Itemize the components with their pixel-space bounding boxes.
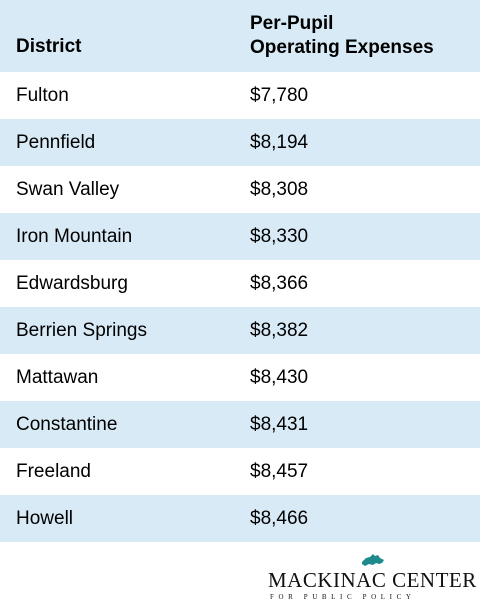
table-row: Pennfield $8,194: [0, 119, 480, 166]
table-row: Constantine $8,431: [0, 401, 480, 448]
district-cell: Mattawan: [16, 367, 99, 388]
michigan-map-icon: [362, 554, 384, 566]
mackinac-center-logo: MACKINAC CENTER FOR PUBLIC POLICY: [268, 552, 480, 601]
header-district: District: [16, 36, 82, 57]
table-row: Berrien Springs $8,382: [0, 307, 480, 354]
logo-subtitle: FOR PUBLIC POLICY: [270, 593, 416, 601]
expense-cell: $8,466: [250, 508, 309, 529]
district-cell: Edwardsburg: [16, 273, 128, 294]
table-header: District Per-Pupil Operating Expenses: [0, 0, 480, 72]
district-cell: Pennfield: [16, 132, 96, 153]
expense-cell: $8,330: [250, 226, 309, 247]
logo-name: MACKINAC CENTER: [268, 568, 477, 592]
district-cell: Constantine: [16, 414, 118, 435]
expense-cell: $8,430: [250, 367, 309, 388]
header-expenses: Per-Pupil Operating Expenses: [250, 12, 434, 60]
expense-cell: $8,308: [250, 179, 309, 200]
table-row: Fulton $7,780: [0, 72, 480, 119]
expense-cell: $8,194: [250, 132, 309, 153]
expense-cell: $7,780: [250, 85, 309, 106]
table-row: Edwardsburg $8,366: [0, 260, 480, 307]
table-row: Howell $8,466: [0, 495, 480, 542]
header-expenses-line2: Operating Expenses: [250, 37, 434, 58]
table-row: Swan Valley $8,308: [0, 166, 480, 213]
district-cell: Iron Mountain: [16, 226, 133, 247]
header-expenses-line1: Per-Pupil: [250, 13, 334, 34]
expense-cell: $8,366: [250, 273, 309, 294]
expense-cell: $8,431: [250, 414, 309, 435]
district-cell: Howell: [16, 508, 74, 529]
district-cell: Swan Valley: [16, 179, 120, 200]
district-cell: Freeland: [16, 461, 91, 482]
table-row: Iron Mountain $8,330: [0, 213, 480, 260]
expense-cell: $8,457: [250, 461, 309, 482]
table-row: Mattawan $8,430: [0, 354, 480, 401]
district-cell: Fulton: [16, 85, 69, 106]
district-cell: Berrien Springs: [16, 320, 147, 341]
table-row: Freeland $8,457: [0, 448, 480, 495]
expense-cell: $8,382: [250, 320, 309, 341]
expenses-table: District Per-Pupil Operating Expenses Fu…: [0, 0, 480, 542]
